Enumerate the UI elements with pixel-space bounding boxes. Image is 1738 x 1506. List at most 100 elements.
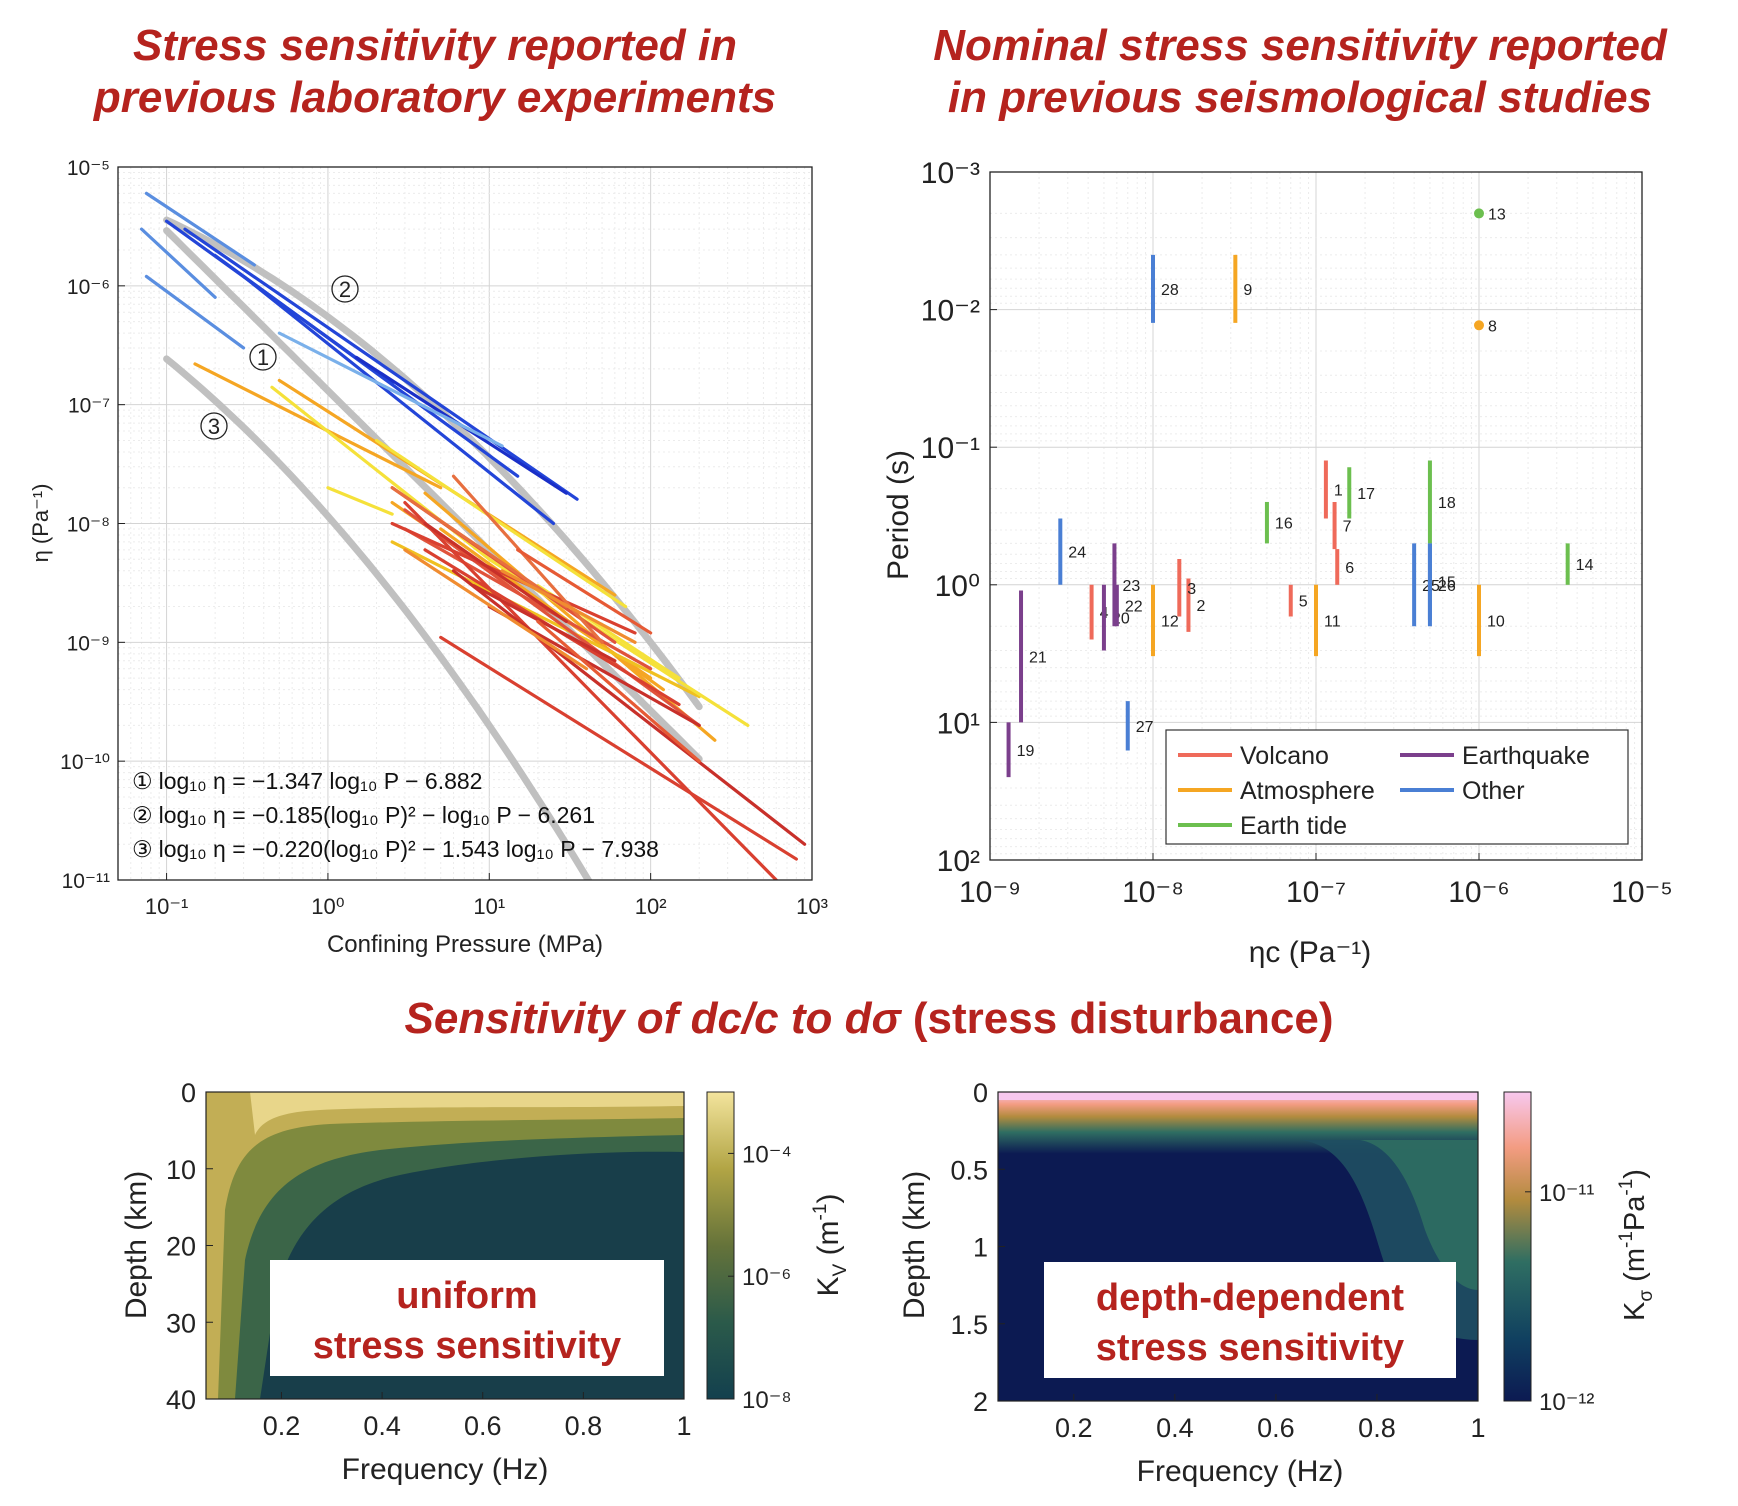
uniform-annotation-box (270, 1260, 664, 1376)
seismo-label-6: 6 (1345, 560, 1354, 577)
lab-x-tick-label: 10⁻¹ (145, 894, 188, 919)
heatmap-x-tick-label: 0.8 (1358, 1413, 1396, 1443)
depth-colorbar-unit: (m (1619, 1248, 1651, 1290)
uniform-colorbar-label: KV (m-1) (810, 1194, 851, 1297)
equation-2: ② log₁₀ η = −0.185(log₁₀ P)² − log₁₀ P − … (132, 802, 595, 828)
heatmap-x-tick-label: 0.8 (565, 1411, 603, 1441)
depth-colorbar-sub: σ (1636, 1290, 1657, 1302)
depth-colorbar-ticks: 10⁻¹¹ 10⁻¹² (1525, 1180, 1594, 1416)
heatmap-y-tick-label: 40 (166, 1385, 196, 1415)
lab-series-line (439, 527, 666, 692)
heatmap-x-tick-label: 0.4 (1156, 1413, 1194, 1443)
uniform-colorbar-unit-sup: -1 (810, 1204, 831, 1221)
legend-atmosphere-label: Atmosphere (1240, 777, 1375, 805)
heatmap-y-tick-label: 0 (973, 1078, 988, 1108)
depth-colorbar-unit-mid: Pa (1619, 1195, 1651, 1231)
heatmap-y-tick-label: 20 (166, 1232, 196, 1262)
seismo-label-1: 1 (1334, 483, 1343, 500)
uniform-colorbar-symbol: K (812, 1276, 845, 1296)
colorbar-tick-label: 10⁻⁶ (742, 1264, 791, 1291)
depth-colorbar (1503, 1091, 1532, 1402)
seismo-label-28: 28 (1161, 282, 1179, 299)
lab-series-line (423, 521, 568, 624)
lab-series-line (241, 274, 556, 526)
equation-3-marker: ③ (132, 836, 153, 862)
heatmap-y-tick-label: 1.5 (950, 1310, 988, 1340)
seismo-label-22: 22 (1125, 599, 1143, 616)
envelope-marker-3-digit: 3 (208, 414, 220, 439)
seismo-label-11: 11 (1324, 613, 1341, 630)
seismo-label-12: 12 (1161, 613, 1179, 630)
lab-series-line (403, 548, 589, 671)
heatmap-x-tick-label: 0.6 (1257, 1413, 1295, 1443)
lab-series-line (451, 474, 604, 644)
lab-series-line (536, 619, 701, 763)
lab-series-line (144, 191, 256, 267)
seismo-label-5: 5 (1299, 594, 1308, 611)
uniform-heatmap-peak (250, 1092, 684, 1135)
seismo-point-13 (1474, 208, 1484, 219)
seismo-legend: Volcano Earthquake Atmosphere Other Eart… (1165, 729, 1629, 845)
seismo-y-axis-label: Period (s) (882, 450, 915, 580)
seismo-y-tick-label: 10⁻³ (921, 157, 980, 190)
envelope-marker-2-circle (331, 275, 359, 303)
seismo-label-24: 24 (1068, 545, 1086, 562)
seismo-label-13: 13 (1488, 206, 1506, 223)
envelope-marker-3: 3 (200, 412, 228, 440)
lab-series-line (403, 508, 701, 727)
equation-2-marker: ② (132, 802, 153, 828)
lab-y-tick-label: 10⁻⁹ (67, 632, 110, 655)
depth-colorbar-symbol: K (1619, 1301, 1651, 1321)
depth-heatmap-right-core (1360, 1140, 1478, 1290)
lab-x-tick-label: 10⁰ (311, 894, 344, 919)
heatmap-y-tick-label: 2 (973, 1387, 988, 1417)
lab-series-line (472, 584, 617, 663)
uniform-colorbar (706, 1091, 735, 1400)
seismo-label-27: 27 (1136, 719, 1154, 736)
envelope-equations: ① log₁₀ η = −1.347 log₁₀ P − 6.882 ② log₁₀… (132, 768, 659, 862)
seismo-y-tick-label: 10⁻¹ (921, 432, 980, 465)
heatmap-y-tick-label: 30 (166, 1308, 196, 1338)
seismo-label-2: 2 (1196, 598, 1205, 615)
envelope-marker-2: 2 (331, 275, 359, 303)
depth-y-axis-label: Depth (km) (898, 1171, 931, 1319)
seismo-title-line1: Nominal stress sensitivity reported (933, 21, 1667, 70)
depth-annotation-line1: depth-dependent (1096, 1277, 1405, 1319)
lab-chart-title: Stress sensitivity reported in previous … (20, 20, 850, 124)
heatmap-x-tick-label: 0.2 (263, 1411, 301, 1441)
seismo-y-tick-label: 10² (937, 845, 980, 878)
heatmap-x-tick-label: 0.4 (363, 1411, 401, 1441)
depth-colorbar-label: Kσ (m-1Pa-1) (1616, 1169, 1657, 1321)
uniform-colorbar-sub: V (830, 1263, 851, 1276)
lab-series-line (423, 491, 717, 742)
seismo-y-tick-label: 10¹ (937, 707, 980, 740)
lab-x-tick-label: 10³ (796, 894, 828, 919)
envelope-marker-2-digit: 2 (339, 277, 351, 302)
lab-ticks: 10⁻¹ 10⁰ 10¹ 10² 10³ 10⁻¹¹ 10⁻¹⁰ 10⁻⁹ 10⁻⁸ 10⁻⁷ 10… (60, 157, 828, 919)
heatmap-y-tick-label: 0 (181, 1078, 196, 1108)
lab-y-tick-label: 10⁻⁶ (67, 276, 110, 299)
depth-x-axis-label: Frequency (Hz) (1137, 1455, 1344, 1488)
seismo-x-tick-label: 10⁻⁷ (1286, 876, 1346, 909)
seismo-legend-box (1165, 729, 1629, 845)
uniform-annotation-line1: uniform (396, 1275, 537, 1317)
legend-other-label: Other (1462, 777, 1525, 805)
seismo-label-17: 17 (1357, 486, 1375, 503)
depth-annotation-line2: stress sensitivity (1096, 1327, 1404, 1369)
seismo-chart-title: Nominal stress sensitivity reported in p… (880, 20, 1720, 124)
seismo-point-8 (1474, 320, 1484, 331)
lab-title-line2: previous laboratory experiments (93, 73, 777, 122)
lab-series-line (390, 540, 701, 699)
legend-earth-tide-label: Earth tide (1240, 812, 1347, 840)
legend-earthquake-label: Earthquake (1462, 742, 1590, 770)
lab-y-tick-label: 10⁻¹⁰ (60, 751, 110, 774)
equation-1-text: log₁₀ η = −1.347 log₁₀ P − 6.882 (159, 768, 483, 794)
lab-series-line (326, 486, 394, 516)
envelope-marker-1-circle (249, 343, 277, 371)
uniform-colorbar-unit-end: ) (812, 1194, 845, 1204)
sensitivity-title-upright: (stress disturbance) (912, 994, 1334, 1043)
colorbar-tick-label: 10⁻¹¹ (1539, 1180, 1594, 1207)
lab-x-axis-label: Confining Pressure (MPa) (327, 931, 603, 958)
seismo-y-tick-label: 10⁻² (921, 295, 980, 328)
